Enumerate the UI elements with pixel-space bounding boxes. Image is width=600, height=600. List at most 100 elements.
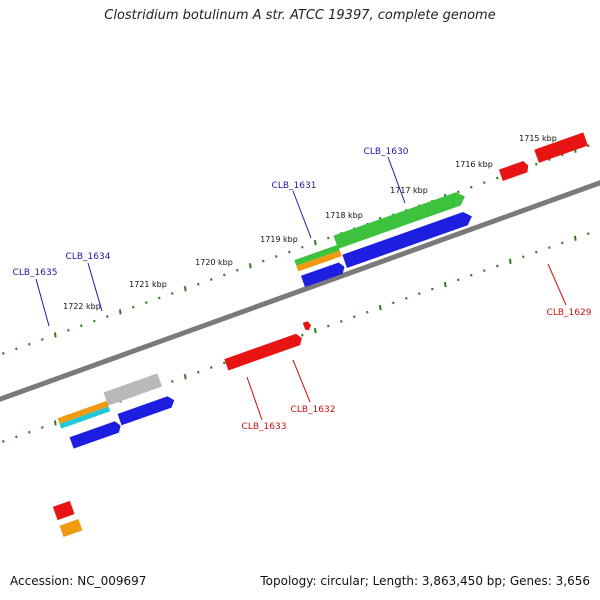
scale-tick-upper bbox=[301, 245, 304, 249]
feature-red-arrow bbox=[224, 333, 302, 371]
scale-tick-lower bbox=[184, 374, 187, 380]
gene-label-clb-1634[interactable]: CLB_1634 bbox=[66, 252, 111, 262]
gene-label-clb-1632[interactable]: CLB_1632 bbox=[291, 405, 336, 415]
feature-orange-fragment bbox=[59, 519, 83, 538]
scale-tick-lower bbox=[327, 324, 330, 328]
scale-tick-upper bbox=[145, 301, 148, 304]
scale-label-1718: 1718 kbp bbox=[325, 211, 363, 220]
scale-tick-lower bbox=[340, 320, 343, 323]
scale-tick-lower bbox=[561, 241, 564, 245]
scale-tick-lower bbox=[574, 235, 577, 241]
scale-tick-upper bbox=[470, 185, 473, 189]
leader-clb-1631 bbox=[292, 190, 312, 239]
scale-tick-lower bbox=[314, 327, 317, 334]
scale-tick-upper bbox=[223, 273, 226, 277]
scale-tick-lower bbox=[223, 361, 226, 365]
scale-tick-upper bbox=[457, 190, 460, 194]
feature-green-bar bbox=[294, 244, 340, 266]
feature-band-upper bbox=[57, 192, 472, 449]
scale-tick-lower bbox=[483, 269, 486, 272]
genome-summary-text: Topology: circular; Length: 3,863,450 bp… bbox=[260, 574, 590, 588]
scale-tick-upper bbox=[197, 282, 200, 286]
scale-tick-upper bbox=[236, 268, 239, 272]
scale-label-1715: 1715 kbp bbox=[519, 134, 557, 143]
feature-gray-block bbox=[103, 373, 162, 406]
scale-tick-upper bbox=[158, 296, 161, 300]
scale-tick-upper bbox=[496, 176, 499, 180]
scale-tick-lower bbox=[41, 426, 44, 429]
feature-red-arrow bbox=[302, 321, 312, 331]
scale-tick-lower bbox=[197, 370, 200, 374]
scale-tick-upper bbox=[80, 324, 83, 328]
feature-orange-bar bbox=[57, 400, 109, 424]
scale-tick-upper bbox=[184, 286, 187, 292]
feature-blue-arrow bbox=[69, 421, 121, 449]
scale-tick-lower bbox=[522, 255, 525, 259]
scale-tick-lower bbox=[405, 296, 408, 300]
scale-tick-lower bbox=[548, 246, 551, 249]
map-title: Clostridium botulinum A str. ATCC 19397,… bbox=[104, 8, 496, 23]
gene-label-clb-1635[interactable]: CLB_1635 bbox=[13, 268, 58, 278]
scale-tick-upper bbox=[28, 342, 31, 346]
scale-tick-upper bbox=[210, 278, 213, 281]
accession-text: Accession: NC_009697 bbox=[10, 574, 147, 588]
scale-label-1716: 1716 kbp bbox=[455, 160, 493, 169]
scale-tick-upper bbox=[93, 319, 96, 323]
scale-tick-upper bbox=[15, 347, 18, 351]
feature-red-arrow bbox=[534, 132, 588, 163]
scale-tick-lower bbox=[210, 366, 213, 369]
scale-tick-lower bbox=[392, 301, 395, 305]
gene-label-clb-1633[interactable]: CLB_1633 bbox=[242, 422, 287, 432]
feature-red-arrow bbox=[498, 160, 529, 181]
scale-tick-upper bbox=[132, 305, 135, 309]
scale-tick-lower bbox=[301, 333, 304, 337]
feature-blue-arrow bbox=[300, 262, 345, 288]
scale-tick-lower bbox=[535, 250, 538, 254]
scale-tick-lower bbox=[2, 440, 5, 443]
scale-tick-upper bbox=[119, 309, 122, 315]
scale-label-1719: 1719 kbp bbox=[260, 235, 298, 244]
feature-red-fragment bbox=[52, 500, 75, 521]
scale-tick-lower bbox=[496, 264, 499, 268]
scale-tick-upper bbox=[587, 144, 590, 148]
gene-label-clb-1630[interactable]: CLB_1630 bbox=[364, 147, 409, 157]
scale-tick-upper bbox=[54, 332, 57, 338]
scale-tick-upper bbox=[483, 181, 486, 184]
feature-blue-arrow bbox=[117, 396, 175, 426]
leader-clb-1633 bbox=[246, 376, 263, 421]
scale-label-1717: 1717 kbp bbox=[390, 186, 428, 195]
scale-tick-upper bbox=[275, 255, 278, 258]
scale-tick-upper bbox=[535, 162, 538, 166]
scale-tick-lower bbox=[28, 430, 31, 434]
scale-tick-lower bbox=[54, 420, 57, 426]
scale-tick-lower bbox=[509, 258, 512, 265]
feature-blue-arrow bbox=[342, 212, 472, 268]
scale-tick-lower bbox=[444, 281, 447, 288]
scale-tick-lower bbox=[418, 292, 421, 296]
feature-cyan-bar bbox=[59, 406, 111, 429]
scale-tick-upper bbox=[67, 328, 70, 332]
scale-tick-lower bbox=[457, 278, 460, 282]
scale-tick-upper bbox=[288, 250, 291, 254]
feature-orange-bar bbox=[296, 250, 342, 272]
scale-tick-upper bbox=[249, 263, 252, 269]
leader-clb-1632 bbox=[292, 359, 311, 403]
scale-tick-lower bbox=[366, 310, 369, 314]
scale-tick-lower bbox=[431, 287, 434, 291]
genome-backbone bbox=[0, 180, 600, 402]
leader-clb-1634 bbox=[87, 262, 103, 312]
scale-tick-upper bbox=[2, 352, 5, 355]
scale-label-1721: 1721 kbp bbox=[129, 280, 167, 289]
scale-tick-lower bbox=[171, 380, 174, 383]
scale-tick-lower bbox=[353, 315, 356, 319]
scale-label-1722: 1722 kbp bbox=[63, 302, 101, 311]
leader-clb-1635 bbox=[35, 278, 50, 327]
scale-tick-lower bbox=[15, 435, 18, 439]
scale-tick-upper bbox=[106, 315, 109, 318]
gene-label-clb-1631[interactable]: CLB_1631 bbox=[272, 181, 317, 191]
gene-label-clb-1629[interactable]: CLB_1629 bbox=[547, 308, 592, 318]
scale-tick-upper bbox=[327, 236, 330, 240]
scale-tick-lower bbox=[587, 232, 590, 236]
scale-tick-upper bbox=[262, 259, 265, 263]
